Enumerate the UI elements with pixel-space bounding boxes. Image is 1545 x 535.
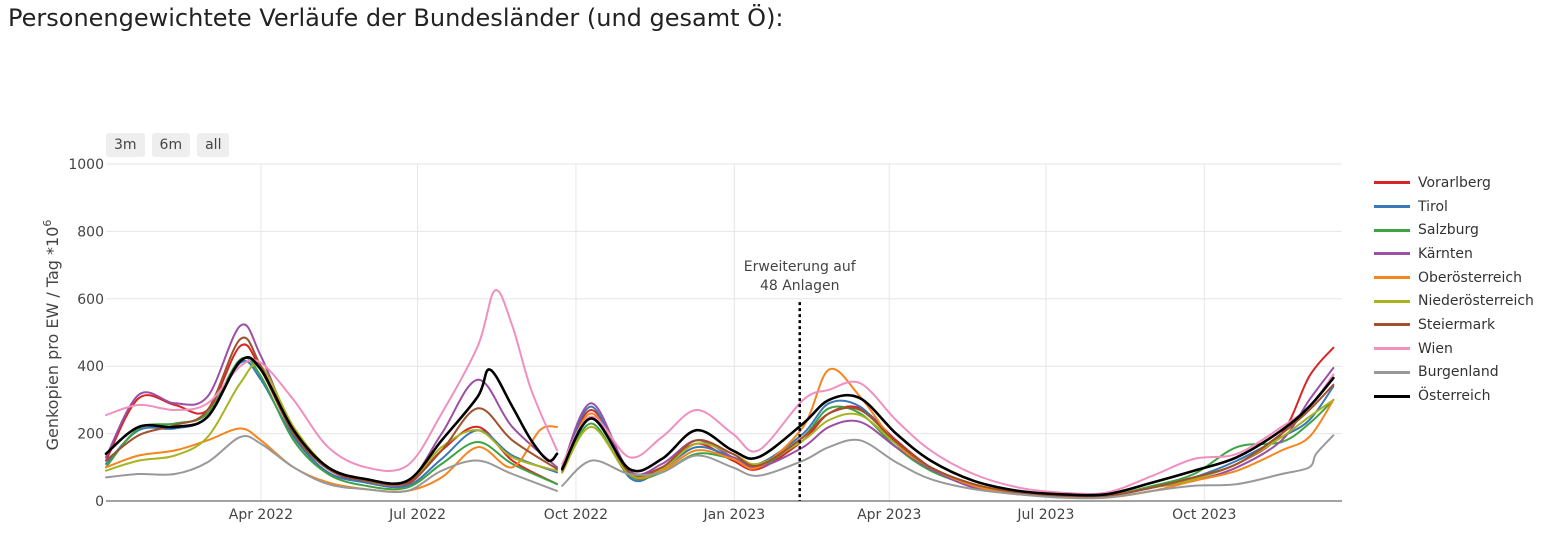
legend-item-burgenland[interactable]: Burgenland — [1374, 361, 1534, 385]
legend-item-wien[interactable]: Wien — [1374, 337, 1534, 361]
annotation-text: Erweiterung auf — [744, 259, 857, 275]
legend-swatch — [1374, 323, 1410, 327]
legend-item-tirol[interactable]: Tirol — [1374, 195, 1534, 219]
line-wien — [561, 373, 1335, 496]
legend-label: Steiermark — [1418, 316, 1496, 333]
legend-item-niederosterreich[interactable]: Niederösterreich — [1374, 289, 1534, 313]
range-6m-button[interactable]: 6m — [151, 133, 191, 157]
y-axis-label-superscript: 6 — [41, 220, 54, 227]
legend-label: Vorarlberg — [1418, 174, 1491, 191]
x-tick-label: Oct 2023 — [1172, 507, 1236, 523]
legend-label: Salzburg — [1418, 222, 1479, 239]
y-tick-label: 600 — [77, 292, 104, 308]
line-salzburg — [105, 356, 558, 491]
legend-label: Tirol — [1418, 198, 1448, 215]
line-niederosterreich — [105, 363, 558, 487]
series-karnten — [105, 323, 1335, 498]
legend-swatch — [1374, 181, 1410, 185]
line-tirol — [105, 360, 558, 489]
legend-item-vorarlberg[interactable]: Vorarlberg — [1374, 171, 1534, 195]
legend-swatch — [1374, 347, 1410, 351]
line-burgenland — [561, 434, 1335, 500]
line-steiermark — [105, 336, 558, 486]
y-tick-label: 200 — [77, 427, 104, 443]
line-oberosterreich — [105, 425, 558, 493]
x-tick-label: Oct 2022 — [544, 507, 608, 523]
series-wien — [105, 289, 1335, 496]
legend-item-karnten[interactable]: Kärnten — [1374, 242, 1534, 266]
legend-label: Österreich — [1418, 388, 1491, 405]
annotation-text: 48 Anlagen — [760, 278, 840, 294]
legend-swatch — [1374, 252, 1410, 256]
line-niederosterreich — [561, 398, 1335, 498]
legend-swatch — [1374, 205, 1410, 209]
legend-label: Oberösterreich — [1418, 269, 1522, 286]
legend-item-osterreich[interactable]: Österreich — [1374, 384, 1534, 408]
x-tick-label: Jan 2023 — [702, 507, 765, 523]
legend-label: Wien — [1418, 340, 1453, 357]
line-osterreich — [104, 356, 559, 485]
line-wien — [105, 289, 558, 472]
series-burgenland — [105, 434, 1335, 500]
y-axis-label-text: Genkopien pro EW / Tag *10 — [43, 227, 62, 451]
line-burgenland — [105, 435, 558, 494]
y-tick-label: 1000 — [68, 157, 104, 173]
range-selector: 3m 6m all — [106, 133, 230, 157]
legend-swatch — [1374, 394, 1410, 398]
legend-label: Niederösterreich — [1418, 293, 1534, 310]
range-all-button[interactable]: all — [197, 133, 230, 157]
annotation: Erweiterung auf 48 Anlagen — [744, 259, 857, 501]
legend-item-salzburg[interactable]: Salzburg — [1374, 218, 1534, 242]
series-osterreich — [104, 356, 1335, 497]
range-3m-button[interactable]: 3m — [106, 133, 145, 157]
y-tick-label: 800 — [77, 224, 104, 240]
y-tick-label: 400 — [77, 359, 104, 375]
series-steiermark — [105, 336, 1335, 498]
legend-swatch — [1374, 228, 1410, 232]
legend-item-oberosterreich[interactable]: Oberösterreich — [1374, 266, 1534, 290]
y-axis-label: Genkopien pro EW / Tag *106 — [41, 220, 62, 451]
y-tick-label: 0 — [95, 494, 104, 510]
legend: Vorarlberg Tirol Salzburg Kärnten Oberösterr… — [1374, 171, 1534, 408]
legend-label: Kärnten — [1418, 245, 1473, 262]
legend-swatch — [1374, 299, 1410, 303]
x-tick-label: Apr 2023 — [857, 507, 921, 523]
line-osterreich — [560, 376, 1335, 497]
line-salzburg — [561, 398, 1335, 498]
legend-item-steiermark[interactable]: Steiermark — [1374, 313, 1534, 337]
line-tirol — [561, 385, 1335, 498]
legend-swatch — [1374, 370, 1410, 374]
series-oberosterreich — [105, 367, 1335, 499]
legend-label: Burgenland — [1418, 364, 1499, 381]
legend-swatch — [1374, 276, 1410, 280]
line-steiermark — [561, 383, 1335, 498]
series-lines — [104, 289, 1335, 500]
line-oberosterreich — [561, 367, 1335, 499]
page-title: Personengewichtete Verläufe der Bundeslä… — [8, 4, 784, 32]
x-tick-label: Jul 2023 — [1016, 507, 1074, 523]
axes: 0 200 400 600 800 1000 Apr 2022 Jul 2022 Oct 202… — [68, 157, 1342, 523]
x-tick-label: Jul 2022 — [388, 507, 446, 523]
x-tick-label: Apr 2022 — [229, 507, 293, 523]
line-karnten — [561, 366, 1335, 498]
